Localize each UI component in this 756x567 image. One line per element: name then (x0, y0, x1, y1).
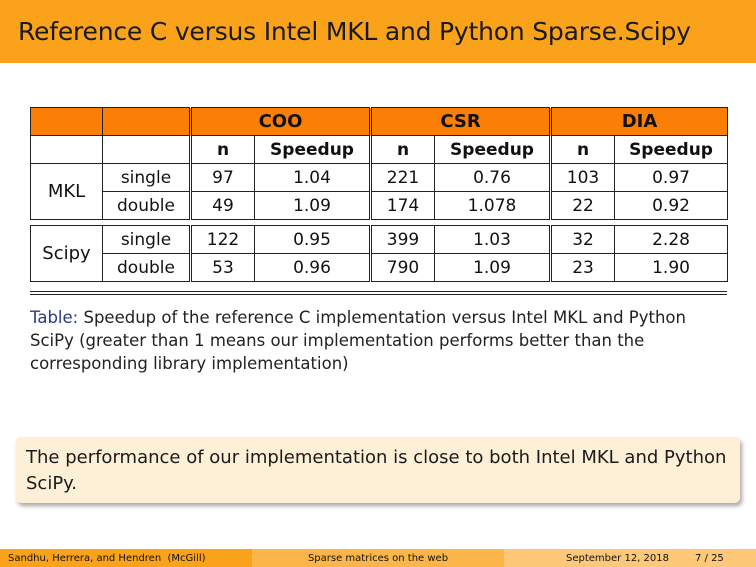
table-row: Scipy single 122 0.95 399 1.03 32 2.28 (30, 225, 729, 282)
footer-talk-section: Sparse matrices on the web (252, 549, 504, 567)
csr-speedup-cell: 0.76 (434, 163, 552, 192)
table-column-header-row: n Speedup n Speedup n Speedup (30, 135, 729, 164)
csr-n-cell: 174 (369, 191, 436, 220)
table-header-coo: COO (188, 107, 372, 136)
conclusion-text: The performance of our implementation is… (26, 447, 727, 494)
slide-title-bar: Reference C versus Intel MKL and Python … (0, 0, 756, 63)
col-header-n: n (549, 135, 616, 164)
caption-text: Speedup of the reference C implementatio… (30, 308, 686, 373)
dia-speedup-cell: 0.97 (614, 163, 729, 192)
csr-speedup-cell: 1.09 (434, 253, 552, 282)
dia-speedup-cell: 1.90 (614, 253, 729, 282)
table-header-csr: CSR (369, 107, 552, 136)
dia-n-cell: 32 (549, 225, 616, 254)
slide-title: Reference C versus Intel MKL and Python … (18, 17, 691, 46)
footer-authors-section: Sandhu, Herrera, and Hendren (McGill) (0, 549, 252, 567)
table-header-blank (30, 107, 103, 136)
table-bottom-rule (30, 294, 727, 295)
coo-n-cell: 122 (189, 225, 255, 254)
coo-speedup-cell: 1.09 (253, 191, 372, 220)
dia-n-cell: 23 (549, 253, 616, 282)
csr-n-cell: 790 (369, 253, 436, 282)
csr-speedup-cell: 1.03 (434, 225, 552, 254)
footer-date: September 12, 2018 (566, 552, 669, 564)
dia-speedup-cell: 2.28 (614, 225, 729, 254)
coo-speedup-cell: 0.96 (253, 253, 372, 282)
conclusion-box: The performance of our implementation is… (16, 437, 740, 503)
footer-page-number: 7 / 25 (694, 552, 724, 564)
table-header-blank (102, 135, 191, 164)
table-header-blank (30, 135, 103, 164)
precision-cell: single (102, 163, 191, 192)
coo-speedup-cell: 1.04 (253, 163, 372, 192)
csr-speedup-cell: 1.078 (434, 191, 552, 220)
footer-date-section: September 12, 2018 7 / 25 (504, 549, 756, 567)
dia-speedup-cell: 0.92 (614, 191, 729, 220)
caption-label: Table: (30, 308, 79, 327)
precision-cell: double (102, 253, 191, 282)
csr-n-cell: 221 (369, 163, 436, 192)
coo-n-cell: 49 (189, 191, 255, 220)
col-header-n: n (189, 135, 255, 164)
footer-talk-title: Sparse matrices on the web (307, 552, 449, 564)
col-header-n: n (369, 135, 436, 164)
coo-speedup-cell: 0.95 (253, 225, 372, 254)
dia-n-cell: 22 (549, 191, 616, 220)
table-caption: Table: Speedup of the reference C implem… (30, 306, 730, 375)
row-group-scipy: Scipy (30, 225, 103, 282)
table-row: MKL single 97 1.04 221 0.76 103 0.97 (30, 163, 729, 220)
col-header-speedup: Speedup (614, 135, 729, 164)
table-group-header-row: COO CSR DIA (30, 107, 729, 136)
table-header-blank (102, 107, 191, 136)
precision-cell: single (102, 225, 191, 254)
table-header-dia: DIA (549, 107, 729, 136)
precision-cell: double (102, 191, 191, 220)
slide-footer: Sandhu, Herrera, and Hendren (McGill) Sp… (0, 549, 756, 567)
footer-authors: Sandhu, Herrera, and Hendren (McGill) (8, 552, 206, 564)
coo-n-cell: 53 (189, 253, 255, 282)
col-header-speedup: Speedup (253, 135, 372, 164)
table-bottom-rule (30, 291, 727, 292)
table-row: double 49 1.09 174 1.078 22 0.92 (31, 191, 729, 220)
col-header-speedup: Speedup (434, 135, 552, 164)
speedup-table: COO CSR DIA n Speedup n Speedup n Speedu… (30, 107, 729, 282)
dia-n-cell: 103 (549, 163, 616, 192)
row-group-mkl: MKL (30, 163, 103, 220)
coo-n-cell: 97 (189, 163, 255, 192)
csr-n-cell: 399 (369, 225, 436, 254)
table-row: double 53 0.96 790 1.09 23 1.90 (31, 253, 729, 282)
